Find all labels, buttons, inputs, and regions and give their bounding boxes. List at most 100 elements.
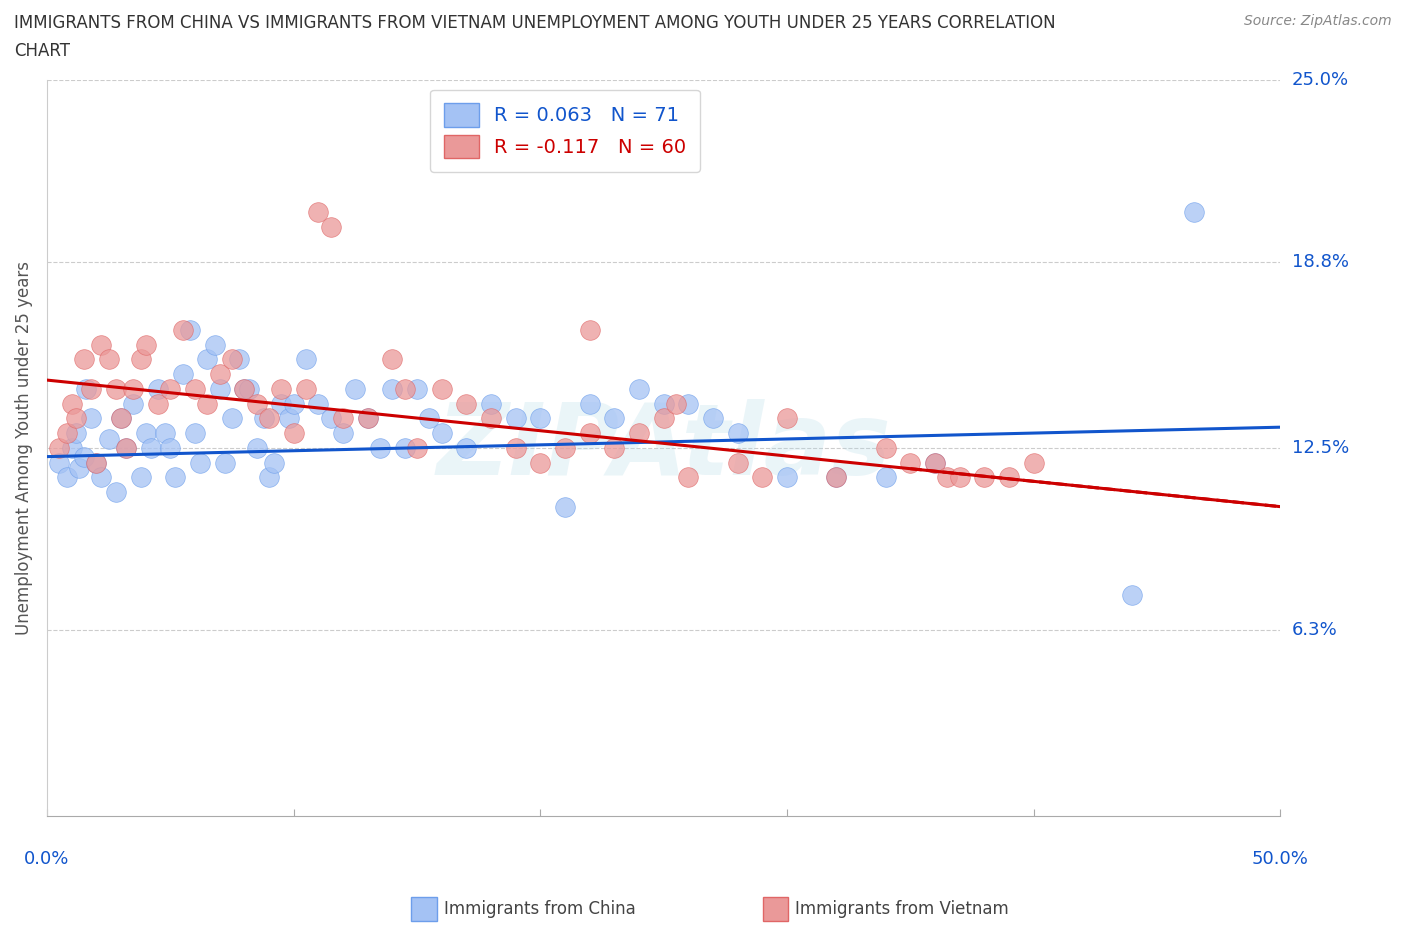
Point xyxy=(184,426,207,441)
Point xyxy=(875,470,897,485)
Point xyxy=(184,381,207,396)
Point xyxy=(505,440,527,455)
Point xyxy=(135,426,157,441)
Point xyxy=(246,396,269,411)
Text: CHART: CHART xyxy=(14,42,70,60)
Point xyxy=(430,381,453,396)
Point xyxy=(110,411,132,426)
Point xyxy=(67,461,90,476)
Point xyxy=(75,381,97,396)
Point xyxy=(129,470,152,485)
Point xyxy=(73,449,96,464)
Point xyxy=(80,411,103,426)
Point xyxy=(406,440,429,455)
Point xyxy=(344,381,367,396)
Point xyxy=(48,440,70,455)
Point xyxy=(751,470,773,485)
Point xyxy=(270,381,292,396)
Point xyxy=(381,381,404,396)
Point xyxy=(875,440,897,455)
Point xyxy=(122,396,145,411)
Text: 50.0%: 50.0% xyxy=(1251,851,1309,869)
Point xyxy=(727,426,749,441)
Point xyxy=(195,352,218,367)
Point xyxy=(165,470,187,485)
Point xyxy=(776,470,799,485)
Point xyxy=(479,396,502,411)
Point xyxy=(172,366,194,381)
Point xyxy=(115,440,138,455)
Point xyxy=(84,455,107,470)
Point xyxy=(505,411,527,426)
Point xyxy=(678,470,700,485)
Text: ZIPAtlas: ZIPAtlas xyxy=(436,399,891,497)
Point xyxy=(1121,588,1143,603)
Point xyxy=(221,352,243,367)
Point xyxy=(159,381,181,396)
Point xyxy=(253,411,276,426)
Point xyxy=(90,470,112,485)
Point xyxy=(825,470,848,485)
Point xyxy=(146,381,169,396)
Point xyxy=(139,440,162,455)
Point xyxy=(97,352,120,367)
Point xyxy=(172,323,194,338)
Point xyxy=(554,440,576,455)
Point xyxy=(418,411,440,426)
Point xyxy=(356,411,378,426)
Point xyxy=(356,411,378,426)
Point xyxy=(381,352,404,367)
Point xyxy=(973,470,995,485)
Point xyxy=(554,499,576,514)
Point xyxy=(84,455,107,470)
Text: Source: ZipAtlas.com: Source: ZipAtlas.com xyxy=(1244,14,1392,28)
Point xyxy=(578,396,600,411)
Point xyxy=(233,381,256,396)
Point xyxy=(603,411,626,426)
Point xyxy=(479,411,502,426)
Point xyxy=(332,426,354,441)
Point xyxy=(652,396,675,411)
Point xyxy=(90,338,112,352)
Text: Immigrants from Vietnam: Immigrants from Vietnam xyxy=(796,900,1010,918)
Point xyxy=(204,338,226,352)
Point xyxy=(60,440,83,455)
Point xyxy=(332,411,354,426)
Point xyxy=(65,426,87,441)
Point xyxy=(627,426,650,441)
Point xyxy=(727,455,749,470)
Point xyxy=(678,396,700,411)
Point xyxy=(307,205,329,219)
Point xyxy=(295,352,318,367)
Point xyxy=(146,396,169,411)
Point xyxy=(529,411,551,426)
Legend: R = 0.063   N = 71, R = -0.117   N = 60: R = 0.063 N = 71, R = -0.117 N = 60 xyxy=(430,89,700,172)
Point xyxy=(394,440,416,455)
Point xyxy=(368,440,391,455)
Point xyxy=(233,381,256,396)
Point xyxy=(776,411,799,426)
Text: Immigrants from China: Immigrants from China xyxy=(444,900,636,918)
Point xyxy=(135,338,157,352)
Point xyxy=(1022,455,1045,470)
Point xyxy=(270,396,292,411)
Text: 25.0%: 25.0% xyxy=(1292,71,1348,88)
Point xyxy=(529,455,551,470)
Point xyxy=(430,426,453,441)
Point xyxy=(55,470,77,485)
Point xyxy=(195,396,218,411)
Point xyxy=(188,455,211,470)
Point xyxy=(179,323,201,338)
Point xyxy=(104,381,127,396)
Point xyxy=(155,426,177,441)
Point xyxy=(998,470,1021,485)
Point xyxy=(406,381,429,396)
Text: 12.5%: 12.5% xyxy=(1292,439,1348,457)
Point xyxy=(307,396,329,411)
Point xyxy=(115,440,138,455)
Point xyxy=(652,411,675,426)
Point xyxy=(65,411,87,426)
Text: 6.3%: 6.3% xyxy=(1292,621,1337,639)
Point xyxy=(319,411,342,426)
Point xyxy=(456,440,478,455)
